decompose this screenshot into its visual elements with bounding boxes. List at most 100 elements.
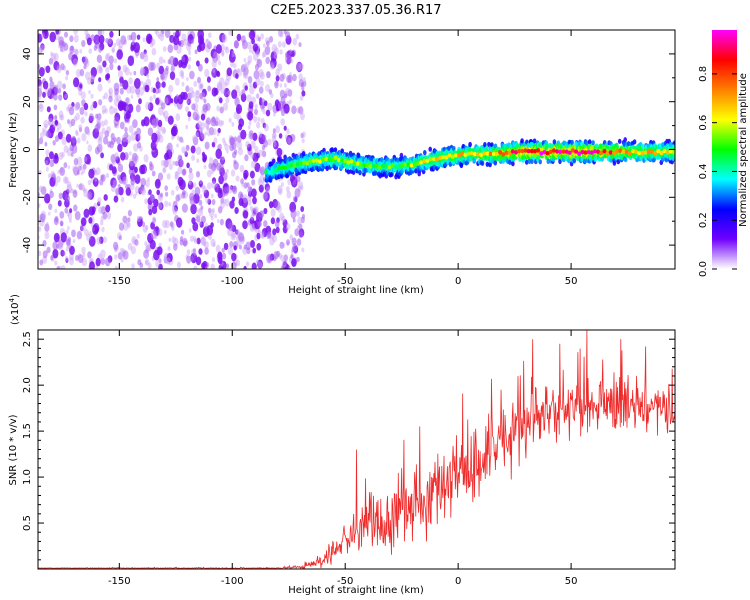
noise-speckle xyxy=(193,251,197,256)
noise-speckle xyxy=(64,207,69,214)
noise-speckle xyxy=(45,160,49,166)
noise-speckle xyxy=(206,225,214,236)
ridge-cell xyxy=(641,143,645,149)
noise-speckle xyxy=(120,172,127,182)
noise-speckle xyxy=(126,220,131,227)
noise-speckle xyxy=(111,166,117,175)
noise-speckle xyxy=(78,124,83,131)
noise-speckle xyxy=(52,241,58,251)
noise-speckle xyxy=(162,112,166,117)
noise-speckle xyxy=(86,130,91,136)
noise-speckle xyxy=(181,229,185,235)
noise-speckle xyxy=(174,174,178,180)
noise-speckle xyxy=(45,65,51,74)
ridge-peak xyxy=(447,153,452,158)
noise-speckle xyxy=(66,184,73,194)
ridge-peak xyxy=(533,149,537,154)
noise-speckle xyxy=(199,83,203,89)
noise-speckle xyxy=(136,34,141,40)
noise-speckle xyxy=(182,38,188,46)
noise-speckle xyxy=(142,225,148,233)
noise-speckle xyxy=(158,202,164,211)
noise-speckle xyxy=(122,250,129,260)
noise-speckle xyxy=(157,119,163,127)
noise-speckle xyxy=(221,50,225,56)
noise-speckle xyxy=(128,34,133,41)
noise-speckle xyxy=(47,173,52,179)
noise-speckle xyxy=(65,75,69,81)
noise-speckle xyxy=(162,46,167,52)
noise-speckle xyxy=(185,124,189,130)
noise-speckle xyxy=(144,84,150,93)
noise-speckle xyxy=(212,53,219,63)
noise-speckle xyxy=(163,59,166,64)
noise-speckle xyxy=(59,114,63,121)
ridge-peak xyxy=(302,160,307,165)
colorbar-tick-label: 0.2 xyxy=(698,212,709,228)
noise-speckle xyxy=(243,63,248,70)
noise-speckle xyxy=(84,30,89,36)
noise-speckle xyxy=(114,254,118,260)
spectrogram-xtick-label: -50 xyxy=(337,276,353,287)
noise-speckle xyxy=(122,79,129,90)
noise-speckle xyxy=(195,89,201,99)
figure-title: C2E5.2023.337.05.36.R17 xyxy=(270,3,441,18)
noise-speckle xyxy=(125,183,129,190)
spectrogram-xlabel: Height of straight line (km) xyxy=(288,285,424,296)
noise-speckle xyxy=(49,159,55,168)
noise-speckle xyxy=(216,132,220,137)
ridge-cell xyxy=(623,137,627,143)
noise-speckle xyxy=(119,87,124,95)
noise-speckle xyxy=(190,255,194,262)
ridge-cell xyxy=(432,164,437,170)
noise-speckle xyxy=(127,217,131,223)
noise-speckle xyxy=(212,128,217,136)
noise-speckle xyxy=(125,105,129,111)
noise-speckle xyxy=(295,33,300,40)
noise-speckle xyxy=(187,111,192,118)
noise-speckle xyxy=(98,206,103,214)
noise-speckle xyxy=(66,106,70,112)
noise-speckle xyxy=(286,191,292,199)
noise-speckle xyxy=(67,165,71,170)
noise-speckle xyxy=(113,58,118,64)
noise-speckle xyxy=(156,189,160,196)
noise-speckle xyxy=(138,134,142,140)
noise-speckle xyxy=(286,186,290,193)
noise-speckle xyxy=(234,262,238,268)
noise-speckle xyxy=(98,67,103,74)
noise-speckle xyxy=(112,179,118,187)
noise-speckle xyxy=(179,69,184,77)
ridge-peak xyxy=(444,155,449,160)
noise-speckle xyxy=(208,207,212,214)
noise-speckle xyxy=(99,178,104,186)
noise-speckle xyxy=(193,265,198,269)
noise-speckle xyxy=(236,135,242,144)
spectrogram-ytick-label: 0 xyxy=(22,146,33,152)
noise-speckle xyxy=(280,182,284,187)
noise-speckle xyxy=(118,186,124,196)
noise-speckle xyxy=(58,192,63,200)
noise-speckle xyxy=(265,56,271,65)
noise-speckle xyxy=(188,98,192,104)
noise-speckle xyxy=(44,223,50,232)
noise-speckle xyxy=(136,215,141,222)
ridge-peak xyxy=(292,162,297,167)
noise-speckle xyxy=(114,152,119,160)
noise-speckle xyxy=(100,174,104,180)
ridge-peak xyxy=(621,149,626,154)
noise-speckle xyxy=(289,234,294,241)
ridge-peak xyxy=(495,151,499,157)
noise-speckle xyxy=(147,177,150,182)
noise-speckle xyxy=(102,236,107,244)
noise-speckle xyxy=(69,208,73,214)
noise-speckle xyxy=(129,158,135,167)
noise-speckle xyxy=(292,38,298,46)
noise-speckle xyxy=(135,53,139,58)
ridge-peak xyxy=(608,150,613,155)
noise-speckle xyxy=(237,141,243,150)
noise-speckle xyxy=(101,226,105,233)
noise-speckle xyxy=(251,223,255,230)
noise-speckle xyxy=(210,263,215,269)
ridge-peak xyxy=(618,148,623,153)
